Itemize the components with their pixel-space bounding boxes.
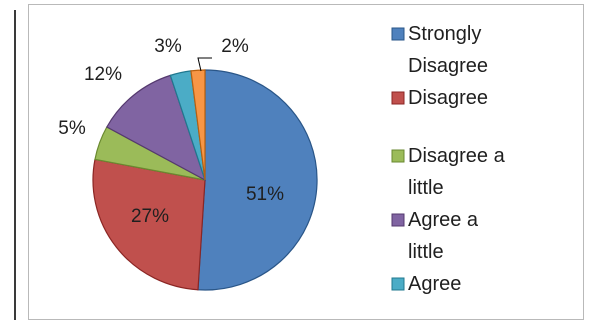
pct-label-agree: 3% — [154, 36, 182, 57]
legend-swatch-disagree — [391, 91, 405, 105]
legend-label-disagree-a-little: Disagree a — [408, 145, 506, 167]
leader-line-strongly-agree — [197, 57, 212, 72]
left-border-line — [14, 10, 16, 320]
legend-label-disagree: Disagree — [408, 87, 488, 109]
pct-label-disagree-a-little: 5% — [58, 118, 86, 139]
legend-swatch-agree — [391, 277, 405, 291]
legend-swatch-disagree-a-little — [391, 149, 405, 163]
pct-label-strongly-agree: 2% — [221, 36, 249, 57]
pie-slice-agree-a-little — [106, 74, 207, 182]
legend-swatch-agree-a-little — [391, 213, 405, 227]
pie-slice-strongly-agree — [190, 69, 206, 181]
legend-label-strongly-disagree: Strongly — [408, 23, 481, 45]
legend-label-strongly-disagree: Disagree — [408, 55, 488, 77]
pct-label-agree-a-little: 12% — [84, 64, 122, 85]
legend-label-agree-a-little: little — [408, 241, 444, 263]
legend-label-disagree-a-little: little — [408, 177, 444, 199]
legend-swatch-strongly-disagree — [391, 27, 405, 41]
legend-label-agree: Agree — [408, 273, 461, 295]
pie-slice-strongly-disagree — [197, 69, 318, 291]
pct-label-disagree: 27% — [131, 206, 169, 227]
legend-label-agree-a-little: Agree a — [408, 209, 479, 231]
pie-slice-disagree — [92, 158, 206, 291]
pct-label-strongly-disagree: 51% — [246, 184, 284, 205]
